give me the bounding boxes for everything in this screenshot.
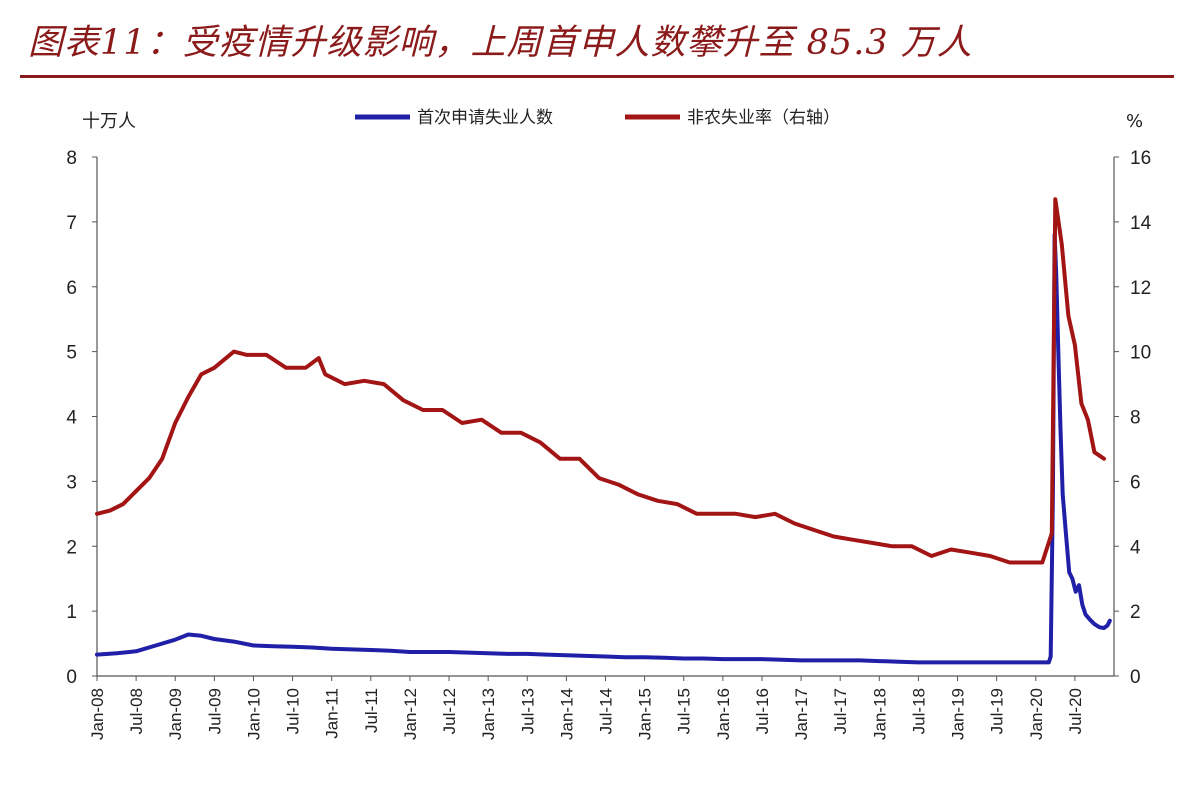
right-axis-unit: % — [1126, 111, 1143, 132]
x-tick-label: Jul-09 — [205, 688, 224, 734]
right-tick-label: 12 — [1130, 278, 1151, 299]
x-tick-label: Jul-13 — [518, 688, 537, 734]
x-tick-label: Jan-16 — [714, 688, 733, 740]
x-tick-label: Jul-15 — [675, 688, 694, 734]
right-tick-label: 0 — [1130, 667, 1141, 688]
x-tick-label: Jul-20 — [1066, 688, 1085, 734]
right-tick-label: 6 — [1130, 472, 1141, 493]
x-tick-label: Jan-08 — [88, 688, 107, 740]
left-tick-label: 4 — [66, 408, 77, 429]
x-tick-label: Jan-14 — [557, 688, 576, 740]
x-tick-label: Jul-19 — [988, 688, 1007, 734]
x-tick-label: Jan-09 — [166, 688, 185, 740]
legend-label-unemployment-rate: 非农失业率（右轴） — [687, 108, 840, 128]
right-tick-label: 4 — [1130, 537, 1141, 558]
x-tick-label: Jan-12 — [401, 688, 420, 740]
left-tick-label: 6 — [66, 278, 77, 299]
x-tick-label: Jan-15 — [636, 688, 655, 740]
x-tick-label: Jul-17 — [831, 688, 850, 734]
left-tick-label: 7 — [66, 213, 77, 234]
x-tick-label: Jan-19 — [949, 688, 968, 740]
x-tick-label: Jan-11 — [323, 688, 342, 739]
series-line-unemployment-rate — [95, 197, 1106, 565]
right-tick-label: 8 — [1130, 408, 1141, 429]
x-tick-label: Jan-18 — [870, 688, 889, 740]
x-tick-label: Jul-10 — [284, 688, 303, 734]
x-tick-label: Jul-14 — [597, 688, 616, 734]
x-tick-label: Jul-12 — [440, 688, 459, 734]
x-tick-label: Jul-16 — [753, 688, 772, 734]
title-underline — [20, 75, 1174, 78]
series-lines — [95, 197, 1112, 665]
right-tick-label: 10 — [1130, 343, 1151, 364]
left-tick-label: 2 — [66, 537, 77, 558]
left-tick-label: 8 — [66, 148, 77, 169]
x-tick-label: Jul-08 — [127, 688, 146, 734]
right-tick-label: 16 — [1130, 148, 1151, 169]
left-axis-unit: 十万人 — [82, 111, 136, 132]
left-tick-label: 0 — [66, 667, 77, 688]
series-line-initial-claims — [95, 232, 1112, 665]
x-tick-label: Jan-13 — [479, 688, 498, 740]
x-tick-label: Jan-17 — [792, 688, 811, 740]
legend: 首次申请失业人数 非农失业率（右轴） — [355, 108, 840, 128]
left-tick-label: 5 — [66, 343, 77, 364]
x-tick-label: Jul-18 — [909, 688, 928, 734]
left-tick-label: 1 — [66, 602, 77, 623]
x-tick-label: Jan-10 — [244, 688, 263, 740]
legend-label-initial-claims: 首次申请失业人数 — [417, 108, 553, 128]
right-tick-label: 14 — [1130, 213, 1152, 234]
left-tick-label: 3 — [66, 472, 77, 493]
x-tick-label: Jan-20 — [1027, 688, 1046, 740]
x-tick-label: Jul-11 — [362, 688, 381, 733]
chart-title: 图表11：受疫情升级影响，上周首申人数攀升至 85.3 万人 — [28, 23, 973, 63]
right-tick-label: 2 — [1130, 602, 1141, 623]
